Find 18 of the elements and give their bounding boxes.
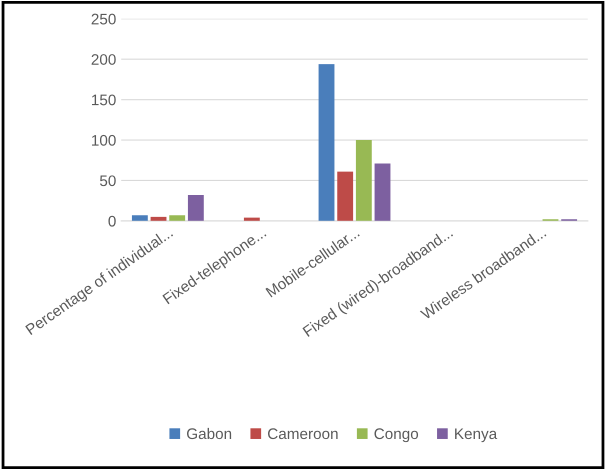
legend-label: Gabon bbox=[187, 428, 232, 440]
y-tick-label: 50 bbox=[100, 175, 116, 186]
bar bbox=[169, 215, 186, 221]
legend-label: Kenya bbox=[455, 428, 498, 442]
bar bbox=[132, 215, 148, 221]
y-tick-label: 150 bbox=[92, 94, 116, 106]
y-tick-label: 0 bbox=[108, 216, 116, 227]
legend-label: Congo bbox=[374, 428, 418, 442]
bar bbox=[374, 164, 390, 221]
legend-label: Cameroon bbox=[268, 428, 338, 440]
y-tick-label: 250 bbox=[92, 14, 116, 24]
bar bbox=[356, 140, 372, 221]
bar bbox=[188, 195, 204, 221]
bar bbox=[318, 64, 334, 221]
bar bbox=[244, 218, 260, 221]
y-tick-label: 200 bbox=[92, 54, 116, 65]
bar bbox=[337, 172, 354, 221]
y-tick-label: 100 bbox=[92, 134, 116, 146]
